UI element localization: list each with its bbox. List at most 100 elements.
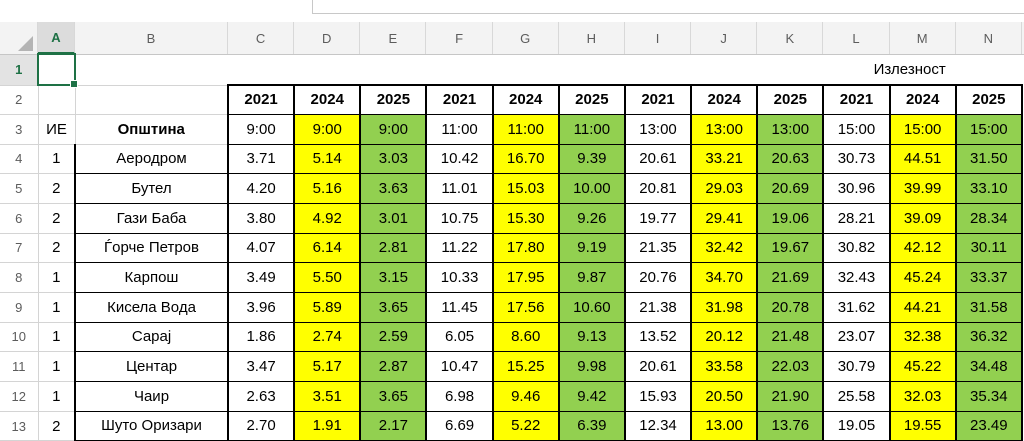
ie-cell[interactable]: 2 [38,233,75,264]
ie-cell[interactable]: 1 [38,322,75,353]
ie-cell[interactable]: 1 [38,351,75,382]
ie-cell[interactable]: 1 [38,381,75,412]
value-cell[interactable]: 2.63 [228,381,296,412]
year-header-cell[interactable]: 2025 [558,84,626,115]
year-header-cell[interactable]: 2024 [294,84,362,115]
value-cell[interactable]: 25.58 [823,381,891,412]
value-cell[interactable]: 28.21 [823,203,891,234]
value-cell[interactable]: 15.25 [492,351,560,382]
value-cell[interactable]: 3.15 [360,262,428,293]
ie-cell[interactable]: 2 [38,173,75,204]
value-cell[interactable]: 15.03 [492,173,560,204]
value-cell[interactable]: 29.03 [691,173,759,204]
municipality-cell[interactable]: Аеродром [74,143,229,175]
value-cell[interactable]: 21.38 [624,292,693,323]
value-cell[interactable]: 32.38 [889,322,957,353]
time-header-cell[interactable]: 9:00 [226,114,296,145]
value-cell[interactable]: 1.86 [228,322,296,353]
value-cell[interactable]: 17.95 [492,262,560,293]
column-header-m[interactable]: M [890,22,956,54]
value-cell[interactable]: 31.50 [955,144,1023,175]
value-cell[interactable]: 10.00 [558,173,626,204]
value-cell[interactable]: 3.80 [228,203,296,234]
value-cell[interactable]: 29.41 [691,203,759,234]
value-cell[interactable]: 2.81 [360,233,428,264]
value-cell[interactable]: 6.05 [426,322,494,353]
value-cell[interactable]: 10.47 [426,351,494,382]
value-cell[interactable]: 20.61 [624,144,693,175]
municipality-cell[interactable]: Ѓорче Петров [74,233,229,264]
value-cell[interactable]: 36.32 [955,322,1023,353]
value-cell[interactable]: 21.69 [757,262,825,293]
year-header-cell[interactable]: 2021 [823,84,891,115]
value-cell[interactable]: 42.12 [889,233,957,264]
value-cell[interactable]: 16.70 [492,144,560,175]
value-cell[interactable]: 31.62 [823,292,891,323]
value-cell[interactable]: 12.34 [624,411,693,441]
value-cell[interactable]: 19.67 [757,233,825,264]
municipality-cell[interactable]: Центар [74,351,229,382]
row-header-2[interactable]: 2 [0,85,39,115]
value-cell[interactable]: 23.49 [955,411,1023,441]
time-header-cell[interactable]: 13:00 [691,114,759,145]
value-cell[interactable]: 20.76 [624,262,693,293]
column-header-c[interactable]: C [228,22,295,54]
year-header-cell[interactable]: 2025 [757,84,825,115]
row-header-11[interactable]: 11 [0,351,39,382]
value-cell[interactable]: 45.22 [889,351,957,382]
ie-cell[interactable]: 2 [38,203,75,234]
value-cell[interactable]: 5.17 [294,351,362,382]
value-cell[interactable]: 3.01 [360,203,428,234]
row-header-1[interactable]: 1 [0,55,39,86]
time-header-cell[interactable]: 15:00 [823,114,891,145]
value-cell[interactable]: 6.39 [558,411,626,441]
value-cell[interactable]: 10.42 [426,144,494,175]
value-cell[interactable]: 3.96 [228,292,296,323]
value-cell[interactable]: 28.34 [955,203,1023,234]
value-cell[interactable]: 17.56 [492,292,560,323]
municipality-header-cell[interactable]: Општина [75,114,228,145]
value-cell[interactable]: 20.69 [757,173,825,204]
municipality-cell[interactable]: Шуто Оризари [74,411,229,441]
value-cell[interactable]: 6.69 [426,411,494,441]
year-header-cell[interactable]: 2025 [360,84,428,115]
column-header-b[interactable]: B [75,22,228,54]
value-cell[interactable]: 30.96 [823,173,891,204]
value-cell[interactable]: 20.12 [691,322,759,353]
value-cell[interactable]: 20.78 [757,292,825,323]
year-header-cell[interactable]: 2021 [624,84,693,115]
time-header-cell[interactable]: 13:00 [757,114,825,145]
municipality-cell[interactable]: Гази Баба [74,203,229,234]
value-cell[interactable]: 19.77 [624,203,693,234]
column-header-n[interactable]: N [956,22,1022,54]
year-header-cell[interactable]: 2021 [426,84,494,115]
municipality-cell[interactable]: Карпош [74,262,229,293]
ie-cell[interactable]: 1 [38,262,75,293]
time-header-cell[interactable]: 11:00 [492,114,560,145]
value-cell[interactable]: 32.43 [823,262,891,293]
cells-c1-k1[interactable] [228,55,823,85]
value-cell[interactable]: 5.22 [492,411,560,441]
turnout-title-cell[interactable]: Излезност [873,61,946,78]
value-cell[interactable]: 20.61 [624,351,693,382]
value-cell[interactable]: 30.82 [823,233,891,264]
value-cell[interactable]: 2.59 [360,322,428,353]
municipality-cell[interactable]: Чаир [74,381,229,412]
value-cell[interactable]: 23.07 [823,322,891,353]
time-header-cell[interactable]: 15:00 [889,114,957,145]
row-header-7[interactable]: 7 [0,233,39,264]
row-header-9[interactable]: 9 [0,292,39,323]
value-cell[interactable]: 11.22 [426,233,494,264]
value-cell[interactable]: 9.19 [558,233,626,264]
value-cell[interactable]: 2.17 [360,411,428,441]
value-cell[interactable]: 4.92 [294,203,362,234]
municipality-cell[interactable]: Кисела Вода [74,292,229,323]
row-header-13[interactable]: 13 [0,411,39,441]
column-header-a[interactable]: A [38,22,75,54]
ie-header-cell[interactable]: ИЕ [38,114,76,145]
value-cell[interactable]: 13.76 [757,411,825,441]
column-header-k[interactable]: K [757,22,824,54]
time-header-cell[interactable]: 15:00 [955,114,1023,145]
value-cell[interactable]: 9.46 [492,381,560,412]
value-cell[interactable]: 4.07 [228,233,296,264]
